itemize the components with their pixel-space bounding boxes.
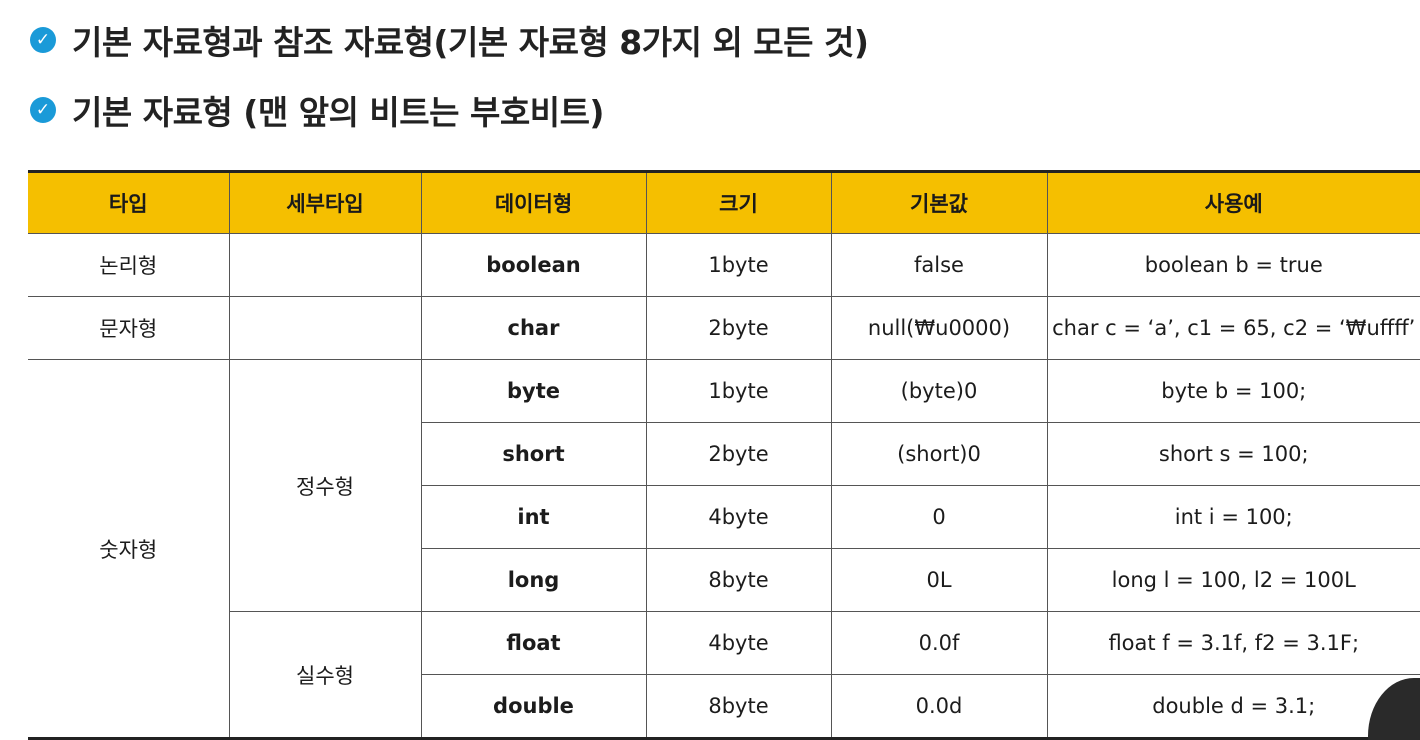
check-circle-icon: ✓ — [30, 97, 56, 123]
example-cell: char c = ‘a’, c1 = 65, c2 = ‘₩uffff’ — [1046, 296, 1420, 360]
type-cell: 논리형 — [28, 233, 230, 297]
table-row: 논리형 boolean 1byte false boolean b = true — [28, 233, 1420, 297]
data-type-cell: double — [421, 674, 647, 739]
header-type: 타입 — [28, 171, 230, 234]
type-cell: 숫자형 — [28, 359, 230, 739]
data-type-cell: byte — [420, 359, 647, 423]
example-cell: float f = 3.1f, f2 = 3.1F; — [1046, 611, 1420, 675]
default-cell: (short)0 — [830, 422, 1048, 486]
default-cell: 0L — [830, 548, 1048, 612]
example-cell: int i = 100; — [1046, 485, 1420, 549]
check-circle-icon: ✓ — [30, 27, 56, 53]
bullet-item: ✓ 기본 자료형과 참조 자료형(기본 자료형 8가지 외 모든 것) — [30, 16, 869, 64]
example-cell: boolean b = true — [1046, 233, 1420, 297]
example-cell: byte b = 100; — [1046, 359, 1420, 423]
size-cell: 8byte — [645, 548, 832, 612]
header-subtype: 세부타입 — [228, 171, 422, 234]
table-row: 숫자형 정수형 byte 1byte (byte)0 byte b = 100; — [28, 359, 1420, 739]
example-cell: short s = 100; — [1046, 422, 1420, 486]
subtype-cell: 실수형 — [229, 611, 422, 739]
subtype-cell: 정수형 — [228, 359, 422, 612]
table-row: long 8byte 0L long l = 100, l2 = 100L — [28, 548, 1420, 612]
default-cell: (byte)0 — [830, 359, 1048, 423]
bullet-text: 기본 자료형과 참조 자료형(기본 자료형 8가지 외 모든 것) — [72, 23, 869, 62]
header-example: 사용예 — [1046, 171, 1420, 234]
default-cell: 0 — [830, 485, 1048, 549]
header-default: 기본값 — [830, 171, 1048, 234]
data-type-cell: long — [421, 548, 647, 612]
data-type-cell: int — [421, 485, 647, 549]
bullet-text: 기본 자료형 (맨 앞의 비트는 부호비트) — [72, 93, 605, 132]
table-row: double 8byte 0.0d double d = 3.1; — [28, 674, 1420, 739]
data-type-cell: float — [420, 611, 647, 675]
bullet-item: ✓ 기본 자료형 (맨 앞의 비트는 부호비트) — [30, 86, 605, 134]
example-cell: long l = 100, l2 = 100L — [1046, 548, 1420, 612]
default-cell: null(₩u0000) — [830, 296, 1048, 360]
size-cell: 4byte — [645, 611, 832, 675]
table-row: int 4byte 0 int i = 100; — [28, 485, 1420, 549]
data-type-cell: boolean — [420, 233, 647, 297]
subtype-cell — [228, 233, 422, 297]
primitive-types-table: 타입 세부타입 데이터형 크기 기본값 사용예 논리형 boolean 1byt… — [28, 170, 1420, 740]
table-row: 문자형 char 2byte null(₩u0000) char c = ‘a’… — [28, 296, 1420, 360]
table-row: 실수형 float 4byte 0.0f float f = 3.1f, f2 … — [28, 611, 1420, 739]
type-cell: 문자형 — [28, 296, 230, 360]
subtype-cell — [228, 296, 422, 360]
size-cell: 1byte — [645, 359, 832, 423]
table-row: short 2byte (short)0 short s = 100; — [28, 422, 1420, 486]
size-cell: 8byte — [645, 674, 832, 739]
table-header-row: 타입 세부타입 데이터형 크기 기본값 사용예 — [28, 171, 1420, 234]
default-cell: false — [830, 233, 1048, 297]
header-size: 크기 — [645, 171, 832, 234]
header-data-type: 데이터형 — [420, 171, 647, 234]
default-cell: 0.0f — [830, 611, 1048, 675]
size-cell: 4byte — [645, 485, 832, 549]
size-cell: 1byte — [645, 233, 832, 297]
data-type-cell: char — [420, 296, 647, 360]
data-type-cell: short — [421, 422, 647, 486]
example-cell: double d = 3.1; — [1046, 674, 1420, 739]
default-cell: 0.0d — [830, 674, 1048, 739]
size-cell: 2byte — [645, 422, 832, 486]
size-cell: 2byte — [645, 296, 832, 360]
